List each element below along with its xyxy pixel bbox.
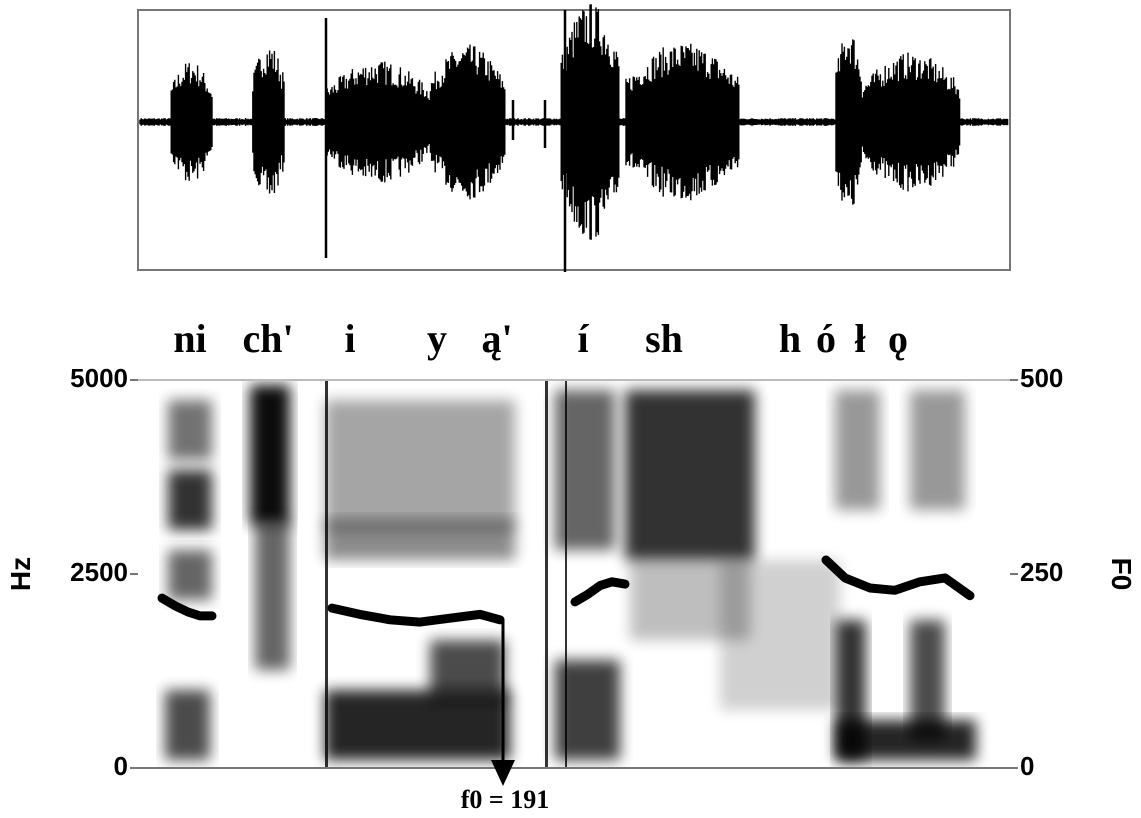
f0-contour — [570, 577, 630, 607]
energy — [165, 690, 210, 760]
f0-contour — [157, 593, 217, 621]
segment-label: i — [344, 316, 355, 361]
energy — [168, 470, 212, 530]
energy — [836, 720, 976, 760]
energy — [625, 390, 755, 560]
annotation: f0 = 191 — [461, 785, 549, 814]
energy-edge — [325, 380, 328, 768]
y2-tick-label: 500 — [1020, 363, 1063, 393]
arrow-head — [491, 760, 515, 786]
energy — [250, 385, 290, 525]
energy — [168, 400, 212, 460]
f0-contour — [327, 603, 505, 627]
waveform — [139, 4, 1009, 272]
energy — [430, 640, 505, 700]
segment-label: í — [577, 316, 589, 361]
segment-label: h — [779, 316, 801, 361]
energy — [255, 520, 290, 670]
y-tick-label: 2500 — [70, 557, 128, 587]
energy — [555, 390, 615, 550]
segment-label: ą' — [481, 316, 512, 361]
y-tick-label: 5000 — [70, 363, 128, 393]
energy — [325, 690, 510, 760]
energy — [325, 400, 515, 530]
segment-label: ó — [816, 316, 836, 361]
y-tick-label: 0 — [114, 751, 128, 781]
segment-label: y — [427, 316, 447, 361]
energy — [720, 560, 840, 710]
waveform-frame — [137, 9, 1011, 271]
energy — [555, 660, 620, 760]
energy — [168, 550, 212, 600]
energy-edge — [545, 380, 548, 768]
y2-tick-label: 250 — [1020, 557, 1063, 587]
segment-label: ǫ — [888, 316, 908, 361]
segment-label: ni — [173, 316, 206, 361]
f0-contour — [821, 555, 975, 601]
waveform-trace — [139, 4, 1009, 240]
energy — [910, 390, 965, 510]
spectrogram — [165, 380, 976, 768]
segment-label: ch' — [242, 316, 293, 361]
segment-label: ł — [854, 316, 865, 361]
energy-edge — [565, 380, 567, 768]
y2-axis-label: F0 — [1106, 558, 1137, 591]
segment-label: sh — [645, 316, 683, 361]
y-axis-label: Hz — [5, 557, 36, 591]
y2-tick-label: 0 — [1020, 751, 1034, 781]
energy — [835, 390, 880, 510]
energy — [325, 520, 515, 560]
